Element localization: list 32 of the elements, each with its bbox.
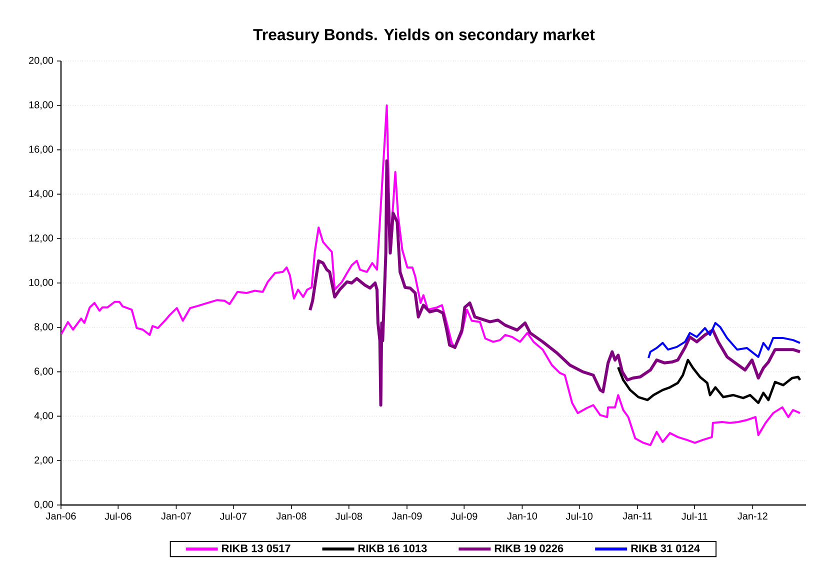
- chart-title: Treasury Bonds. Yields on secondary market: [253, 28, 595, 44]
- y-tick-label: 8,00: [34, 323, 54, 332]
- y-tick-label: 16,00: [29, 146, 54, 154]
- x-tick-label: Jan-11: [622, 512, 652, 520]
- x-tick-label: Jul-07: [220, 512, 246, 520]
- legend-label: RIKB 13 0517: [222, 544, 290, 552]
- x-tick-label: Jan-09: [392, 512, 422, 520]
- x-tick-label: Jul-11: [682, 512, 708, 520]
- x-tick-label: Jul-09: [450, 512, 478, 520]
- y-tick-label: 20,00: [29, 56, 54, 66]
- y-tick-label: 18,00: [29, 101, 54, 110]
- x-tick-label: Jul-06: [104, 512, 132, 520]
- line-series: [616, 358, 802, 404]
- x-tick-label: Jan-12: [738, 512, 768, 520]
- line-series: [647, 322, 802, 360]
- y-tick-label: 6,00: [34, 368, 54, 376]
- y-tick-label: 4,00: [34, 412, 54, 420]
- legend-label: RIKB 31 0124: [631, 544, 700, 552]
- x-tick-label: Jan-10: [507, 512, 538, 520]
- y-tick-label: 2,00: [34, 456, 54, 465]
- legend-label: RIKB 19 0226: [494, 544, 564, 552]
- x-tick-label: Jan-08: [276, 512, 306, 520]
- legend-label: RIKB 16 1013: [358, 544, 427, 552]
- y-tick-label: 10,00: [29, 278, 54, 288]
- line-series: [61, 104, 802, 446]
- y-tick-label: 12,00: [29, 234, 54, 243]
- x-tick-label: Jul-10: [566, 512, 593, 520]
- y-tick-label: 14,00: [29, 190, 54, 198]
- x-tick-label: Jan-06: [46, 512, 76, 520]
- x-tick-label: Jan-07: [161, 512, 191, 520]
- x-tick-label: Jul-08: [335, 512, 362, 520]
- y-tick-label: 0,00: [34, 500, 54, 510]
